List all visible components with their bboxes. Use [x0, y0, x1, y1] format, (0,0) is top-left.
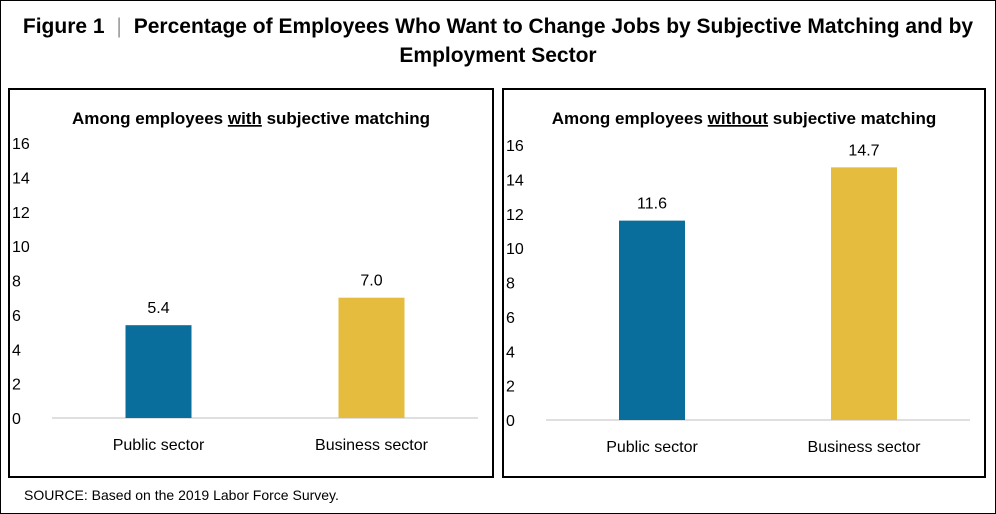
chart-title-part: subjective matching [768, 109, 936, 128]
data-label-public: 5.4 [147, 300, 169, 317]
chart-panel-without-matching: Among employees without subjective match… [502, 88, 986, 478]
y-tick-label: 10 [506, 241, 524, 258]
bar-chart-with-matching: Among employees with subjective matching… [12, 109, 478, 454]
chart-title-emphasis: without [707, 109, 769, 128]
x-tick-label-business: Business sector [315, 437, 429, 454]
y-tick-label: 8 [12, 274, 21, 291]
y-tick-label: 4 [506, 344, 515, 361]
figure-title: Figure 1 | Percentage of Employees Who W… [0, 12, 996, 70]
bar-public [619, 220, 685, 420]
chart-title: Among employees without subjective match… [552, 109, 936, 128]
y-tick-label: 10 [12, 239, 30, 256]
y-tick-label: 12 [12, 205, 30, 222]
y-tick-label: 6 [12, 308, 21, 325]
chart-title-part: Among employees [552, 109, 708, 128]
bar-business [338, 297, 405, 418]
y-tick-label: 2 [12, 377, 21, 394]
figure-title-text-1: Percentage of Employees Who Want to Chan… [133, 15, 974, 38]
bar-chart-without-matching: Among employees without subjective match… [506, 109, 970, 456]
y-tick-label: 14 [506, 172, 524, 189]
figure-label: Figure 1 [22, 15, 105, 38]
figure-title-line-2: Employment Sector [399, 44, 597, 67]
y-tick-label: 2 [506, 379, 515, 396]
chart-title-part: subjective matching [262, 109, 430, 128]
bar-business [831, 167, 897, 420]
data-label-business: 14.7 [848, 142, 879, 159]
x-tick-label-business: Business sector [808, 439, 922, 456]
y-tick-label: 14 [12, 170, 30, 187]
y-tick-label: 8 [506, 276, 515, 293]
chart-title-emphasis: with [227, 109, 262, 128]
chart-title: Among employees with subjective matching [72, 109, 430, 128]
y-tick-label: 0 [12, 411, 21, 428]
data-label-business: 7.0 [360, 273, 382, 290]
figure-title-line-1: Figure 1 | Percentage of Employees Who W… [0, 12, 996, 41]
y-tick-label: 16 [12, 136, 30, 153]
data-label-public: 11.6 [637, 196, 667, 213]
title-separator: | [116, 15, 122, 38]
chart-panel-with-matching: Among employees with subjective matching… [8, 88, 494, 478]
bar-public [125, 325, 192, 418]
y-tick-label: 6 [506, 310, 515, 327]
y-tick-label: 12 [506, 207, 524, 224]
y-tick-label: 4 [12, 342, 21, 359]
chart-title-part: Among employees [72, 109, 228, 128]
x-tick-label-public: Public sector [606, 439, 698, 456]
y-tick-label: 16 [506, 138, 524, 155]
x-tick-label-public: Public sector [113, 437, 205, 454]
y-tick-label: 0 [506, 413, 515, 430]
source-note: SOURCE: Based on the 2019 Labor Force Su… [24, 487, 339, 503]
